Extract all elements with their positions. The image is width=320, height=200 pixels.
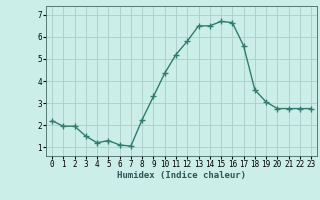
X-axis label: Humidex (Indice chaleur): Humidex (Indice chaleur)	[117, 171, 246, 180]
